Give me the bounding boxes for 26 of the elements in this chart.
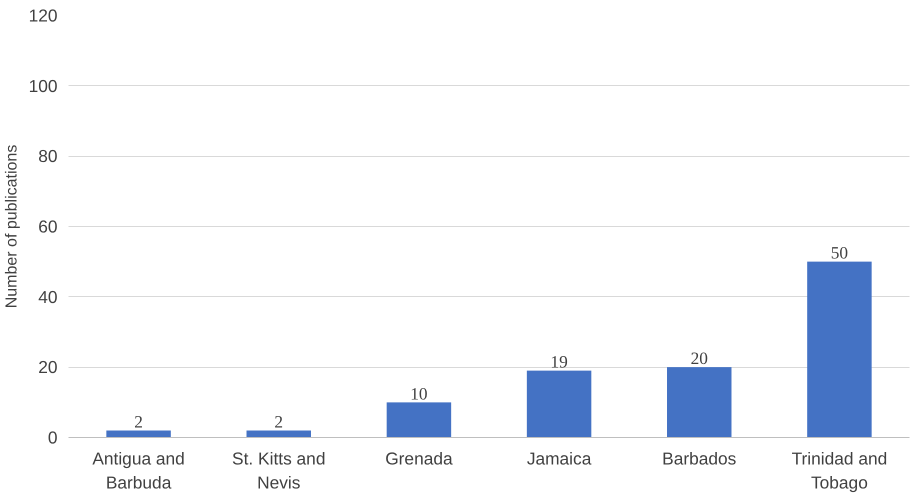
- data-label: 50: [830, 244, 848, 263]
- bar: [106, 430, 171, 438]
- y-tick-label: 120: [28, 6, 58, 26]
- x-tick-label: Jamaica: [526, 448, 592, 468]
- x-tick-label: St. Kitts and Nevis: [232, 448, 326, 492]
- bar: [246, 430, 311, 438]
- y-tick-label: 100: [28, 76, 58, 96]
- x-tick-label: Grenada: [385, 448, 453, 468]
- bar: [526, 370, 592, 438]
- data-label: 20: [690, 349, 708, 368]
- bar: [807, 262, 872, 438]
- data-label: 19: [550, 352, 568, 372]
- y-tick-label: 60: [38, 216, 58, 236]
- bar: [386, 402, 452, 438]
- y-tick-label: 80: [38, 146, 58, 166]
- y-tick-label: 20: [38, 357, 58, 378]
- data-label: 10: [410, 384, 428, 404]
- y-tick-label: 0: [48, 428, 58, 448]
- x-tick-label: Antigua and Barbuda: [92, 448, 185, 492]
- y-axis-title: Number of publications: [4, 144, 21, 308]
- y-tick-label: 40: [38, 286, 58, 307]
- data-label: 2: [274, 412, 284, 432]
- data-label: 2: [134, 412, 143, 432]
- x-tick-label: Trinidad and Tobago: [792, 448, 888, 492]
- x-tick-label: Barbados: [662, 448, 737, 468]
- bar: [667, 367, 732, 438]
